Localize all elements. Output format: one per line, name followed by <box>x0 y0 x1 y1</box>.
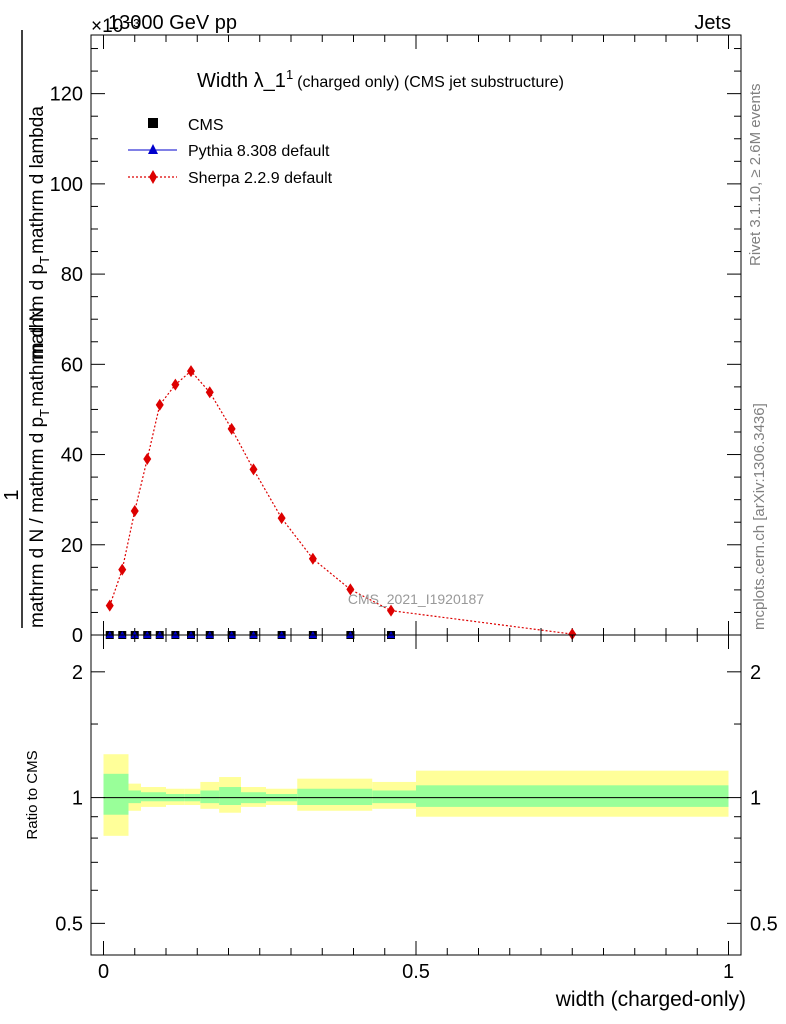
main-ytick-label: 60 <box>61 354 83 376</box>
main-ytick-label: 20 <box>61 535 83 557</box>
legend-pythia-label: Pythia 8.308 default <box>188 143 330 160</box>
ratio-xtick-label: 1 <box>723 961 734 983</box>
sherpa-point <box>227 422 236 435</box>
legend-cms-marker <box>148 118 158 128</box>
rivet-label: Rivet 3.1.10, ≥ 2.6M events <box>747 84 764 267</box>
ratio-band-inner <box>328 788 373 806</box>
main-ylabel-numerator: 1 <box>1 489 23 500</box>
main-ylabel-sub1: T <box>37 409 52 417</box>
ratio-band-inner <box>372 790 416 804</box>
legend-sherpa-label: Sherpa 2.2.9 default <box>188 170 333 187</box>
ratio-band-inner <box>416 785 729 807</box>
ratio-band-inner <box>297 788 329 806</box>
sherpa-point <box>308 552 317 565</box>
sherpa-point <box>143 453 152 466</box>
sherpa-point <box>105 599 114 612</box>
main-ylabel-sub3: T <box>37 256 52 264</box>
mcplots-label: mcplots.cern.ch [arXiv:1306.3436] <box>751 403 768 630</box>
ratio-ytick-label-right: 2 <box>750 662 761 684</box>
ratio-band-inner <box>128 790 141 804</box>
ratio-ylabel: Ratio to CMS <box>24 750 41 839</box>
sherpa-point <box>187 365 195 378</box>
sherpa-point <box>155 398 164 411</box>
main-ytick-label: 120 <box>50 84 83 106</box>
ratio-band-inner <box>219 787 241 806</box>
ratio-band-inner <box>200 790 220 804</box>
main-ytick-label: 0 <box>72 625 83 647</box>
main-ylabel-part4: mathrm d lambda <box>27 106 48 254</box>
main-ytick-label: 100 <box>50 174 83 196</box>
sherpa-point <box>118 563 127 576</box>
header-jets-label: Jets <box>694 12 731 34</box>
main-ylabel-part2: mathrm d N <box>27 308 48 407</box>
sherpa-point <box>387 604 395 617</box>
ratio-xtick-label: 0 <box>98 961 109 983</box>
sherpa-series <box>105 365 577 641</box>
main-ylabel-denominator: mathrm d N / mathrm d pTmathrm d N <box>27 308 52 628</box>
ratio-plot: 0.5 0.5 1 1 2 2 0 0.5 1 Ratio to CMS width (cha… <box>24 634 778 1011</box>
ratio-ytick-label: 1 <box>72 788 83 810</box>
ratio-bands <box>103 754 729 836</box>
sherpa-point <box>568 628 577 641</box>
ratio-ytick-label-right: 0.5 <box>750 913 778 935</box>
plot-title-main: Width λ_1 <box>197 70 286 92</box>
plot-title: Width λ_11 (charged only) (CMS jet substr… <box>197 67 564 92</box>
main-ylabel-second-fraction: mathrm d pTmathrm d lambda <box>27 106 52 360</box>
ratio-band-inner <box>103 773 129 815</box>
legend: CMS Pythia 8.308 default Sherpa 2.2.9 de… <box>128 117 333 187</box>
x-axis-label: width (charged-only) <box>555 988 746 1011</box>
main-ytick-label: 40 <box>61 445 83 467</box>
ratio-band-inner <box>153 792 166 802</box>
ratio-ytick-label: 2 <box>72 662 83 684</box>
ratio-xtick-label: 0.5 <box>402 961 430 983</box>
plot-title-sup: 1 <box>286 67 293 82</box>
legend-pythia-marker <box>148 144 158 154</box>
analysis-watermark: CMS_2021_I1920187 <box>348 591 484 607</box>
sherpa-point <box>205 386 214 399</box>
sherpa-point <box>277 512 286 525</box>
ratio-band-inner <box>141 792 154 802</box>
sherpa-point <box>346 583 355 596</box>
plot-title-rest: (charged only) (CMS jet substructure) <box>297 74 564 91</box>
legend-cms-label: CMS <box>188 117 224 134</box>
header-energy-label: 13000 GeV pp <box>108 12 237 34</box>
ratio-ytick-label: 0.5 <box>55 913 83 935</box>
main-ytick-label: 80 <box>61 264 83 286</box>
sherpa-line <box>109 370 573 635</box>
sherpa-point <box>130 504 139 517</box>
header-exponent: ×10⁻³ <box>91 16 140 37</box>
sherpa-point <box>249 463 258 476</box>
main-ylabel-part1: mathrm d N / mathrm d p <box>27 417 48 628</box>
ratio-ytick-label-right: 1 <box>750 788 761 810</box>
sherpa-point <box>171 378 180 391</box>
legend-sherpa-marker <box>149 170 157 184</box>
main-ylabel-part3: mathrm d p <box>27 264 48 360</box>
